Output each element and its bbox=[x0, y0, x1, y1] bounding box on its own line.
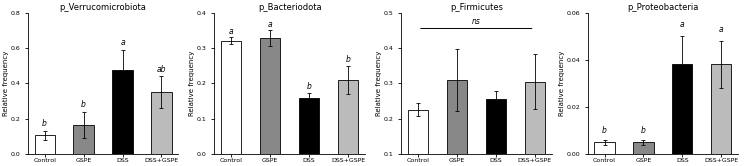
Text: b: b bbox=[81, 100, 86, 109]
Bar bbox=[446, 80, 467, 166]
Bar bbox=[711, 64, 731, 154]
Title: p_Proteobacteria: p_Proteobacteria bbox=[627, 3, 699, 12]
Bar bbox=[221, 41, 241, 154]
Y-axis label: Relative frequency: Relative frequency bbox=[190, 51, 196, 116]
Title: p_Bacteriodota: p_Bacteriodota bbox=[258, 3, 321, 12]
Text: b: b bbox=[602, 126, 607, 135]
Bar bbox=[260, 38, 280, 154]
Text: a: a bbox=[121, 38, 125, 47]
Bar bbox=[74, 125, 94, 154]
Text: a: a bbox=[680, 20, 684, 29]
Bar bbox=[594, 142, 615, 154]
Text: b: b bbox=[641, 126, 646, 135]
Bar bbox=[112, 70, 132, 154]
Y-axis label: Relative frequency: Relative frequency bbox=[559, 51, 565, 116]
Title: p_Firmicutes: p_Firmicutes bbox=[450, 3, 503, 12]
Y-axis label: Relative frequency: Relative frequency bbox=[376, 51, 382, 116]
Text: b: b bbox=[42, 119, 47, 128]
Title: p_Verrucomicrobiota: p_Verrucomicrobiota bbox=[60, 3, 147, 12]
Text: b: b bbox=[346, 55, 350, 64]
Bar bbox=[151, 92, 172, 154]
Text: ns: ns bbox=[472, 17, 481, 26]
Text: a: a bbox=[229, 27, 234, 36]
Bar bbox=[486, 99, 506, 166]
Bar bbox=[673, 64, 693, 154]
Text: b: b bbox=[307, 83, 312, 91]
Text: a: a bbox=[719, 25, 724, 34]
Bar bbox=[408, 110, 428, 166]
Text: a: a bbox=[268, 20, 272, 29]
Bar bbox=[633, 142, 653, 154]
Y-axis label: Relative frequency: Relative frequency bbox=[3, 51, 9, 116]
Bar bbox=[299, 98, 319, 154]
Bar bbox=[34, 135, 55, 154]
Bar bbox=[338, 80, 358, 154]
Text: ab: ab bbox=[157, 65, 166, 74]
Bar bbox=[525, 82, 545, 166]
